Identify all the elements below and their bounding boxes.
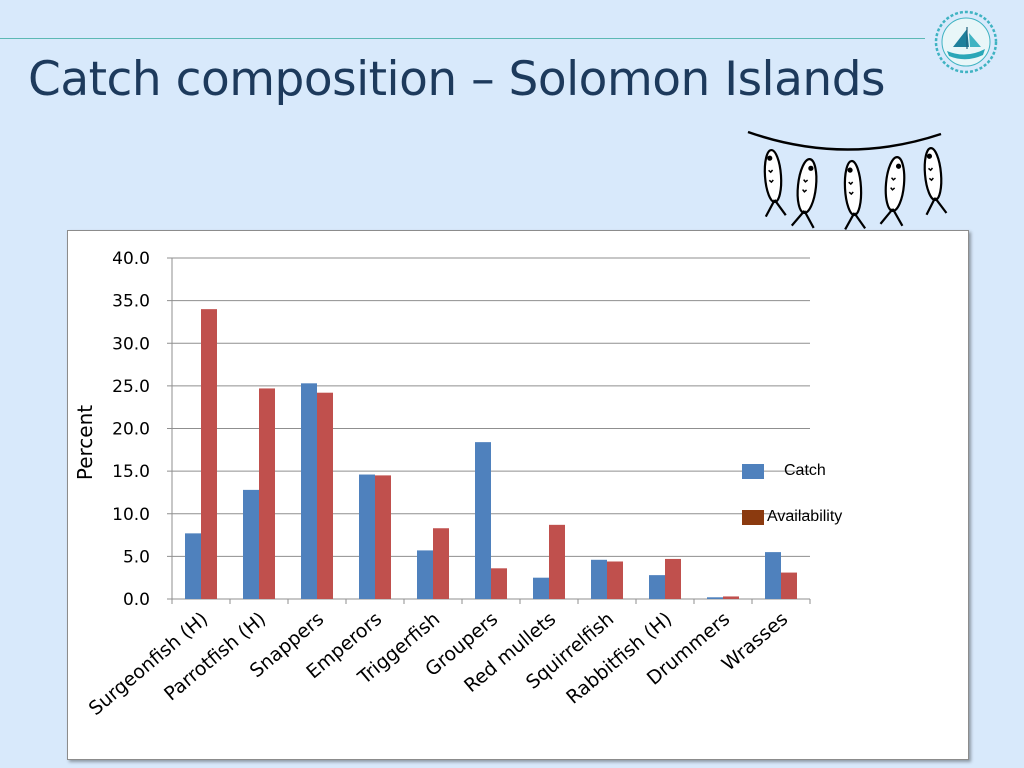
- legend-label: Availability: [767, 508, 843, 525]
- bar-catch-7: [591, 559, 607, 599]
- bar-catch-9: [707, 597, 723, 599]
- legend-item-catch: Catch: [742, 462, 826, 480]
- bar-chart: 0.0 5.0 10.0 15.0 20.0 25.0 30.0 35.0 40.0 Percen…: [73, 249, 811, 720]
- bar-availability-4: [433, 528, 449, 599]
- hanging-fish-icon: [747, 130, 948, 231]
- bar-availability-6: [549, 524, 565, 599]
- legend-label: Catch: [784, 462, 826, 479]
- bar-availability-3: [375, 475, 391, 599]
- y-tick-label: 35.0: [112, 292, 150, 312]
- legend-swatch: [742, 463, 764, 479]
- bar-catch-0: [185, 533, 201, 599]
- bar-catch-3: [359, 474, 375, 599]
- y-tick-label: 20.0: [112, 420, 150, 440]
- slide-title: Catch composition – Solomon Islands: [28, 52, 886, 107]
- spc-fisheries-logo-icon: [934, 10, 998, 74]
- bar-catch-4: [417, 550, 433, 599]
- y-tick-label: 25.0: [112, 377, 150, 397]
- bar-availability-0: [201, 309, 217, 599]
- x-tick-label: Parrotfish (H): [160, 608, 270, 705]
- y-tick-label: 15.0: [112, 462, 150, 482]
- bar-catch-6: [533, 577, 549, 599]
- x-tick-label: Wrasses: [718, 608, 792, 675]
- chart-area: 0.0 5.0 10.0 15.0 20.0 25.0 30.0 35.0 40.0 Percen…: [67, 230, 969, 760]
- y-tick-label: 40.0: [112, 249, 150, 269]
- y-tick-label: 10.0: [112, 505, 150, 525]
- bar-availability-2: [317, 392, 333, 599]
- y-axis-label: Percent: [73, 405, 97, 480]
- bar-catch-1: [243, 489, 259, 599]
- y-tick-label: 30.0: [112, 334, 150, 354]
- bar-availability-8: [665, 558, 681, 599]
- bar-catch-2: [301, 383, 317, 599]
- bar-catch-8: [649, 575, 665, 599]
- bar-availability-10: [781, 572, 797, 599]
- bar-catch-5: [475, 442, 491, 599]
- bar-availability-5: [491, 568, 507, 599]
- bar-availability-1: [259, 388, 275, 599]
- legend-swatch: [742, 509, 764, 525]
- bar-availability-7: [607, 561, 623, 599]
- header-rule: [0, 38, 925, 39]
- legend-item-availability: Availability: [742, 508, 842, 526]
- y-tick-label: 0.0: [123, 590, 150, 610]
- y-tick-label: 5.0: [123, 547, 150, 567]
- bar-availability-9: [723, 596, 739, 599]
- bar-catch-10: [765, 552, 781, 599]
